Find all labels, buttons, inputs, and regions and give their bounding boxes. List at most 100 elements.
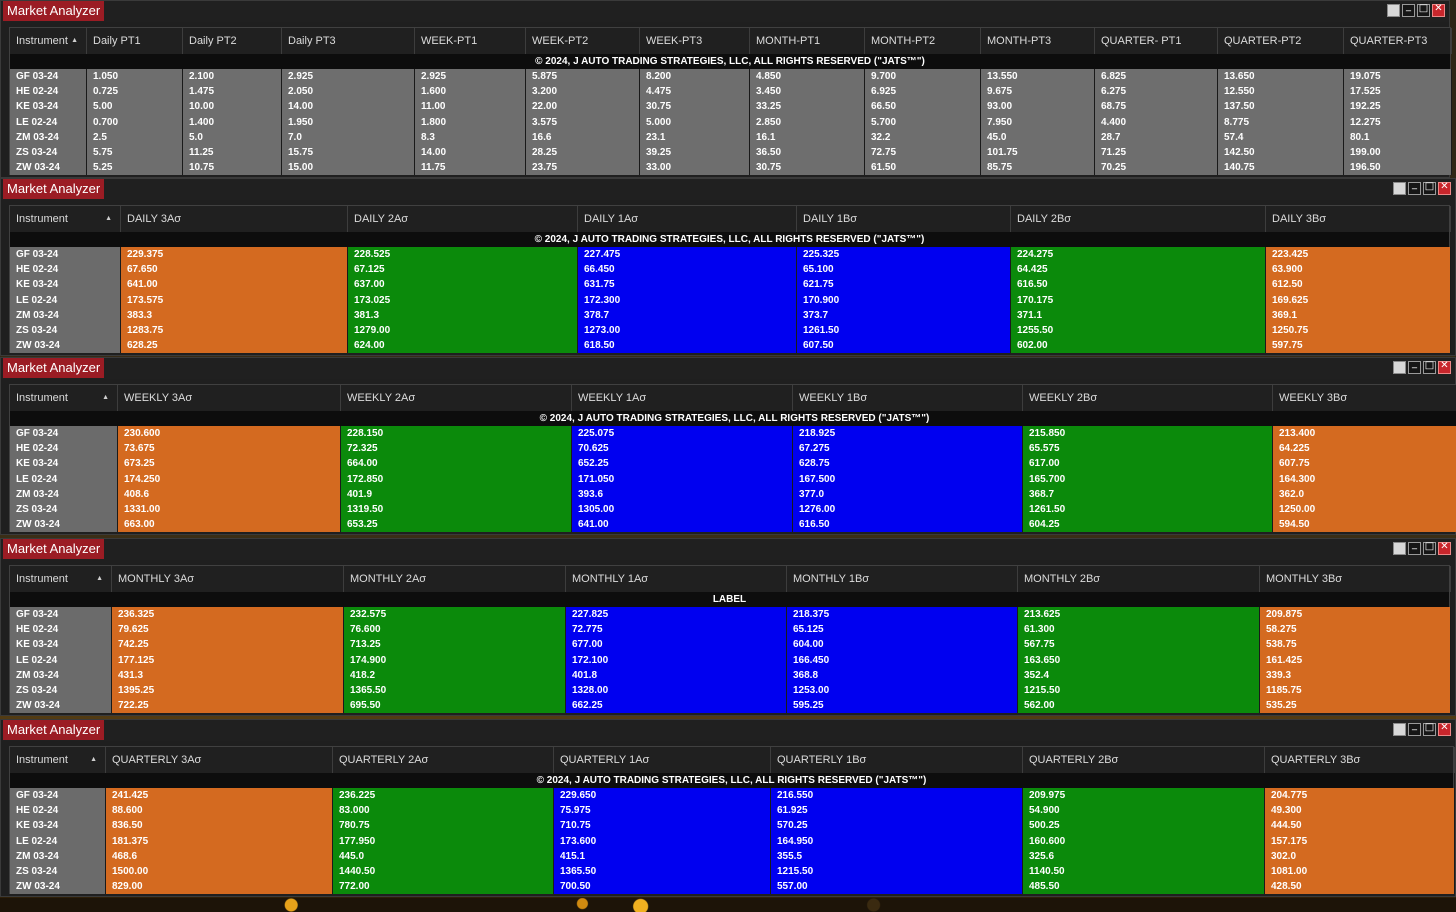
maximize-button[interactable]: □ [1417, 3, 1430, 17]
value-cell[interactable]: 241.425 [112, 790, 149, 801]
value-cell[interactable]: 9.700 [871, 71, 897, 82]
value-cell[interactable]: 173.600 [560, 835, 597, 847]
instrument-cell[interactable]: LE 02-24 [16, 116, 58, 128]
value-cell[interactable]: 836.50 [112, 820, 143, 832]
value-cell[interactable]: 1.800 [421, 116, 447, 128]
value-cell[interactable]: 604.00 [793, 639, 824, 651]
value-cell[interactable]: 377.0 [799, 488, 825, 500]
column-header[interactable]: QUARTERLY 3Aσ [106, 747, 333, 773]
column-header[interactable]: MONTH-PT2 [865, 28, 981, 54]
instrument-cell[interactable]: ZM 03-24 [16, 669, 59, 681]
value-cell[interactable]: 67.275 [799, 443, 830, 455]
value-cell[interactable]: 1081.00 [1271, 865, 1308, 877]
value-cell[interactable]: 1255.50 [1017, 324, 1054, 336]
maximize-button[interactable]: □ [1423, 181, 1436, 195]
value-cell[interactable]: 101.75 [987, 146, 1018, 158]
instrument-cell[interactable]: ZS 03-24 [16, 684, 58, 696]
value-cell[interactable]: 652.25 [578, 458, 609, 470]
instrument-cell[interactable]: ZM 03-24 [16, 488, 59, 500]
value-cell[interactable]: 167.500 [799, 473, 836, 485]
value-cell[interactable]: 637.00 [354, 279, 385, 291]
value-cell[interactable]: 6.825 [1101, 71, 1127, 82]
column-header[interactable]: WEEKLY 1Aσ [572, 385, 793, 411]
value-cell[interactable]: 70.25 [1101, 162, 1127, 174]
value-cell[interactable]: 677.00 [572, 639, 603, 651]
column-header[interactable]: WEEK-PT2 [526, 28, 640, 54]
column-header[interactable]: DAILY 1Bσ [797, 206, 1011, 232]
value-cell[interactable]: 165.700 [1029, 473, 1066, 485]
value-cell[interactable]: 83.000 [339, 805, 370, 817]
value-cell[interactable]: 173.575 [127, 294, 164, 306]
value-cell[interactable]: 418.2 [350, 669, 376, 681]
value-cell[interactable]: 70.625 [578, 443, 609, 455]
value-cell[interactable]: 428.50 [1271, 881, 1302, 893]
value-cell[interactable]: 23.75 [532, 162, 558, 174]
instrument-cell[interactable]: GF 03-24 [16, 609, 59, 620]
value-cell[interactable]: 352.4 [1024, 669, 1050, 681]
value-cell[interactable]: 174.250 [124, 473, 161, 485]
value-cell[interactable]: 66.50 [871, 101, 897, 113]
instrument-cell[interactable]: GF 03-24 [16, 790, 59, 801]
value-cell[interactable]: 1500.00 [112, 865, 149, 877]
value-cell[interactable]: 5.000 [646, 116, 672, 128]
value-cell[interactable]: 8.775 [1224, 116, 1250, 128]
value-cell[interactable]: 14.00 [421, 146, 447, 158]
value-cell[interactable]: 170.175 [1017, 294, 1054, 306]
value-cell[interactable]: 75.975 [560, 805, 591, 817]
value-cell[interactable]: 181.375 [112, 835, 149, 847]
value-cell[interactable]: 225.325 [803, 249, 840, 260]
column-header[interactable]: Daily PT1 [87, 28, 183, 54]
minimize-button[interactable]: _ [1402, 1, 1415, 17]
value-cell[interactable]: 76.600 [350, 624, 381, 636]
value-cell[interactable]: 163.650 [1024, 654, 1061, 666]
column-header[interactable]: DAILY 2Aσ [348, 206, 578, 232]
value-cell[interactable]: 5.0 [189, 131, 203, 143]
value-cell[interactable]: 218.925 [799, 428, 836, 439]
value-cell[interactable]: 1.475 [189, 86, 215, 98]
column-header[interactable]: MONTHLY 2Aσ [344, 566, 566, 592]
value-cell[interactable]: 612.50 [1272, 279, 1303, 291]
value-cell[interactable]: 567.75 [1024, 639, 1055, 651]
value-cell[interactable]: 722.25 [118, 700, 149, 712]
close-button[interactable]: ✕ [1432, 3, 1445, 17]
value-cell[interactable]: 595.25 [793, 700, 824, 712]
column-header[interactable]: QUARTER-PT2 [1218, 28, 1344, 54]
value-cell[interactable]: 641.00 [578, 519, 609, 531]
value-cell[interactable]: 302.0 [1271, 850, 1297, 862]
value-cell[interactable]: 227.825 [572, 609, 609, 620]
value-cell[interactable]: 500.25 [1029, 820, 1060, 832]
instrument-cell[interactable]: LE 02-24 [16, 473, 58, 485]
instrument-cell[interactable]: ZS 03-24 [16, 503, 58, 515]
value-cell[interactable]: 160.600 [1029, 835, 1066, 847]
value-cell[interactable]: 604.25 [1029, 519, 1060, 531]
value-cell[interactable]: 67.125 [354, 264, 385, 276]
value-cell[interactable]: 594.50 [1279, 519, 1310, 531]
column-header[interactable]: QUARTER- PT1 [1095, 28, 1218, 54]
instrument-cell[interactable]: ZM 03-24 [16, 131, 59, 143]
value-cell[interactable]: 829.00 [112, 881, 143, 893]
value-cell[interactable]: 228.525 [354, 249, 391, 260]
value-cell[interactable]: 653.25 [347, 519, 378, 531]
value-cell[interactable]: 172.300 [584, 294, 621, 306]
value-cell[interactable]: 401.9 [347, 488, 373, 500]
value-cell[interactable]: 11.25 [189, 146, 214, 158]
value-cell[interactable]: 0.700 [93, 116, 119, 128]
value-cell[interactable]: 662.25 [572, 700, 603, 712]
instrument-cell[interactable]: LE 02-24 [16, 654, 58, 666]
value-cell[interactable]: 229.375 [127, 249, 164, 260]
instrument-cell[interactable]: ZS 03-24 [16, 324, 58, 336]
column-header[interactable]: MONTHLY 1Aσ [566, 566, 787, 592]
value-cell[interactable]: 362.0 [1279, 488, 1305, 500]
value-cell[interactable]: 230.600 [124, 428, 161, 439]
column-header[interactable]: DAILY 2Bσ [1011, 206, 1266, 232]
instrument-cell[interactable]: ZW 03-24 [16, 519, 60, 531]
value-cell[interactable]: 28.7 [1101, 131, 1121, 143]
value-cell[interactable]: 72.325 [347, 443, 378, 455]
value-cell[interactable]: 224.275 [1017, 249, 1054, 260]
restore-button[interactable] [1393, 182, 1406, 195]
value-cell[interactable]: 700.50 [560, 881, 591, 893]
value-cell[interactable]: 172.100 [572, 654, 609, 666]
value-cell[interactable]: 164.300 [1279, 473, 1316, 485]
value-cell[interactable]: 383.3 [127, 309, 153, 321]
value-cell[interactable]: 30.75 [646, 101, 672, 113]
